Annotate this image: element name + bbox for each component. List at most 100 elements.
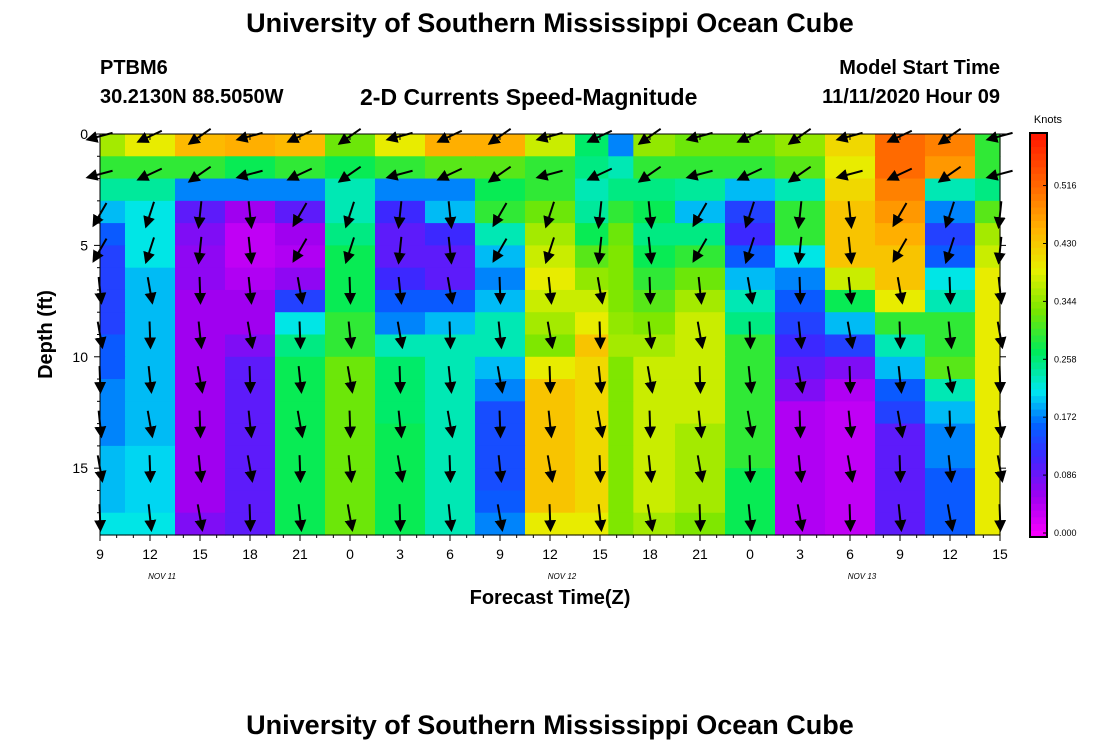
current-arrow (535, 169, 563, 181)
heatmap-cell (925, 156, 976, 180)
heatmap-cell (525, 312, 576, 336)
heatmap-cell (475, 178, 526, 202)
current-arrow (144, 455, 157, 484)
current-arrow (286, 167, 313, 181)
colorbar-segment (1030, 409, 1047, 417)
heatmap-cell (575, 490, 609, 514)
heatmap-cell (925, 223, 976, 246)
heatmap-cell (375, 312, 426, 336)
heatmap-cell (375, 178, 426, 202)
current-arrow (593, 201, 606, 230)
heatmap-cell (608, 223, 634, 246)
y-tick-label: 15 (72, 460, 88, 476)
heatmap-cell (633, 245, 676, 269)
current-arrow (944, 321, 957, 350)
heatmap-cell (100, 178, 126, 202)
heatmap-cell (825, 156, 876, 180)
heatmap-cell (325, 490, 376, 514)
heatmap-cell (125, 156, 176, 180)
heatmap-cell (100, 468, 126, 492)
colorbar-segment (1030, 200, 1047, 208)
colorbar-segment (1030, 186, 1047, 195)
x-tick-label: 12 (542, 546, 558, 562)
current-arrow (344, 504, 357, 532)
colorbar-segment (1030, 240, 1047, 248)
current-arrow (444, 504, 457, 533)
current-arrow (344, 410, 357, 439)
colorbar-segment (1030, 496, 1047, 504)
heatmap-cell (100, 267, 126, 291)
current-arrow (494, 410, 507, 439)
heatmap-cell (675, 267, 726, 291)
current-arrow (444, 455, 457, 484)
heatmap-cell (775, 445, 826, 469)
heatmap-cell (275, 490, 326, 514)
colorbar-segment (1030, 388, 1047, 397)
heatmap-cell (975, 423, 1001, 447)
heatmap-cell (275, 156, 326, 180)
colorbar-segment (1030, 260, 1047, 269)
x-tick-label: 12 (942, 546, 958, 562)
colorbar-segment (1030, 402, 1047, 410)
x-tick-label: 9 (896, 546, 904, 562)
heatmap-cell (175, 223, 226, 246)
heatmap-cell (575, 289, 609, 313)
current-arrow (394, 366, 407, 395)
current-arrow (594, 455, 607, 484)
heatmap-cell (575, 223, 609, 246)
heatmap-cell (225, 401, 276, 425)
heatmap-cell (633, 490, 676, 514)
heatmap-cell (633, 178, 676, 202)
heatmap-cell (633, 512, 676, 536)
colorbar-segment (1030, 510, 1047, 518)
heatmap-cell (425, 356, 476, 380)
colorbar-segment (1030, 368, 1047, 376)
current-arrow (744, 455, 757, 484)
heatmap-cell (925, 134, 976, 157)
current-arrow (343, 237, 355, 265)
current-arrow (144, 504, 157, 533)
current-arrow (694, 366, 707, 395)
heatmap-cell (125, 178, 176, 202)
current-arrow (244, 236, 257, 265)
current-arrow (644, 321, 657, 350)
colorbar-tick-label: 0.430 (1054, 238, 1077, 248)
heatmap-cell (633, 445, 676, 469)
heatmap-cell (608, 289, 634, 313)
current-arrow (744, 321, 757, 350)
current-arrow (694, 321, 707, 350)
current-arrow (794, 276, 807, 305)
heatmap-cell (100, 200, 126, 224)
heatmap-cell (175, 134, 226, 157)
current-arrow (294, 455, 307, 484)
heatmap-cell (725, 223, 776, 246)
heatmap-cell (100, 512, 126, 536)
heatmap-cell (675, 156, 726, 180)
current-arrow (494, 455, 507, 484)
heatmap-cell (825, 312, 876, 336)
heatmap-cell (825, 401, 876, 425)
heatmap-cell (775, 356, 826, 380)
colorbar-segment (1030, 415, 1047, 424)
x-tick-label: 21 (692, 546, 708, 562)
heatmap-cell (275, 356, 326, 380)
heatmap-cell (275, 223, 326, 246)
heatmap-cell (608, 334, 634, 358)
heatmap-cell (100, 423, 126, 447)
current-arrow (194, 321, 207, 350)
axes: 9 12 15 18 21 0 3 6 9 12 15 18 21 0 3 6 9 12 15 0 5 10 15 NOV 1… (35, 126, 1008, 609)
current-arrow (694, 276, 707, 305)
heatmap-cell (608, 356, 634, 380)
current-arrow (244, 366, 257, 395)
current-arrow (144, 321, 157, 350)
heatmap-cell (425, 156, 476, 180)
current-arrow (294, 276, 307, 305)
heatmap-cell (608, 445, 634, 469)
colorbar-segment (1030, 173, 1047, 181)
colorbar-segment (1030, 193, 1047, 201)
current-arrow (393, 201, 406, 230)
heatmap-cell (275, 178, 326, 202)
heatmap-cell (775, 312, 826, 336)
heatmap-cell (725, 356, 776, 380)
current-arrow (544, 410, 557, 439)
